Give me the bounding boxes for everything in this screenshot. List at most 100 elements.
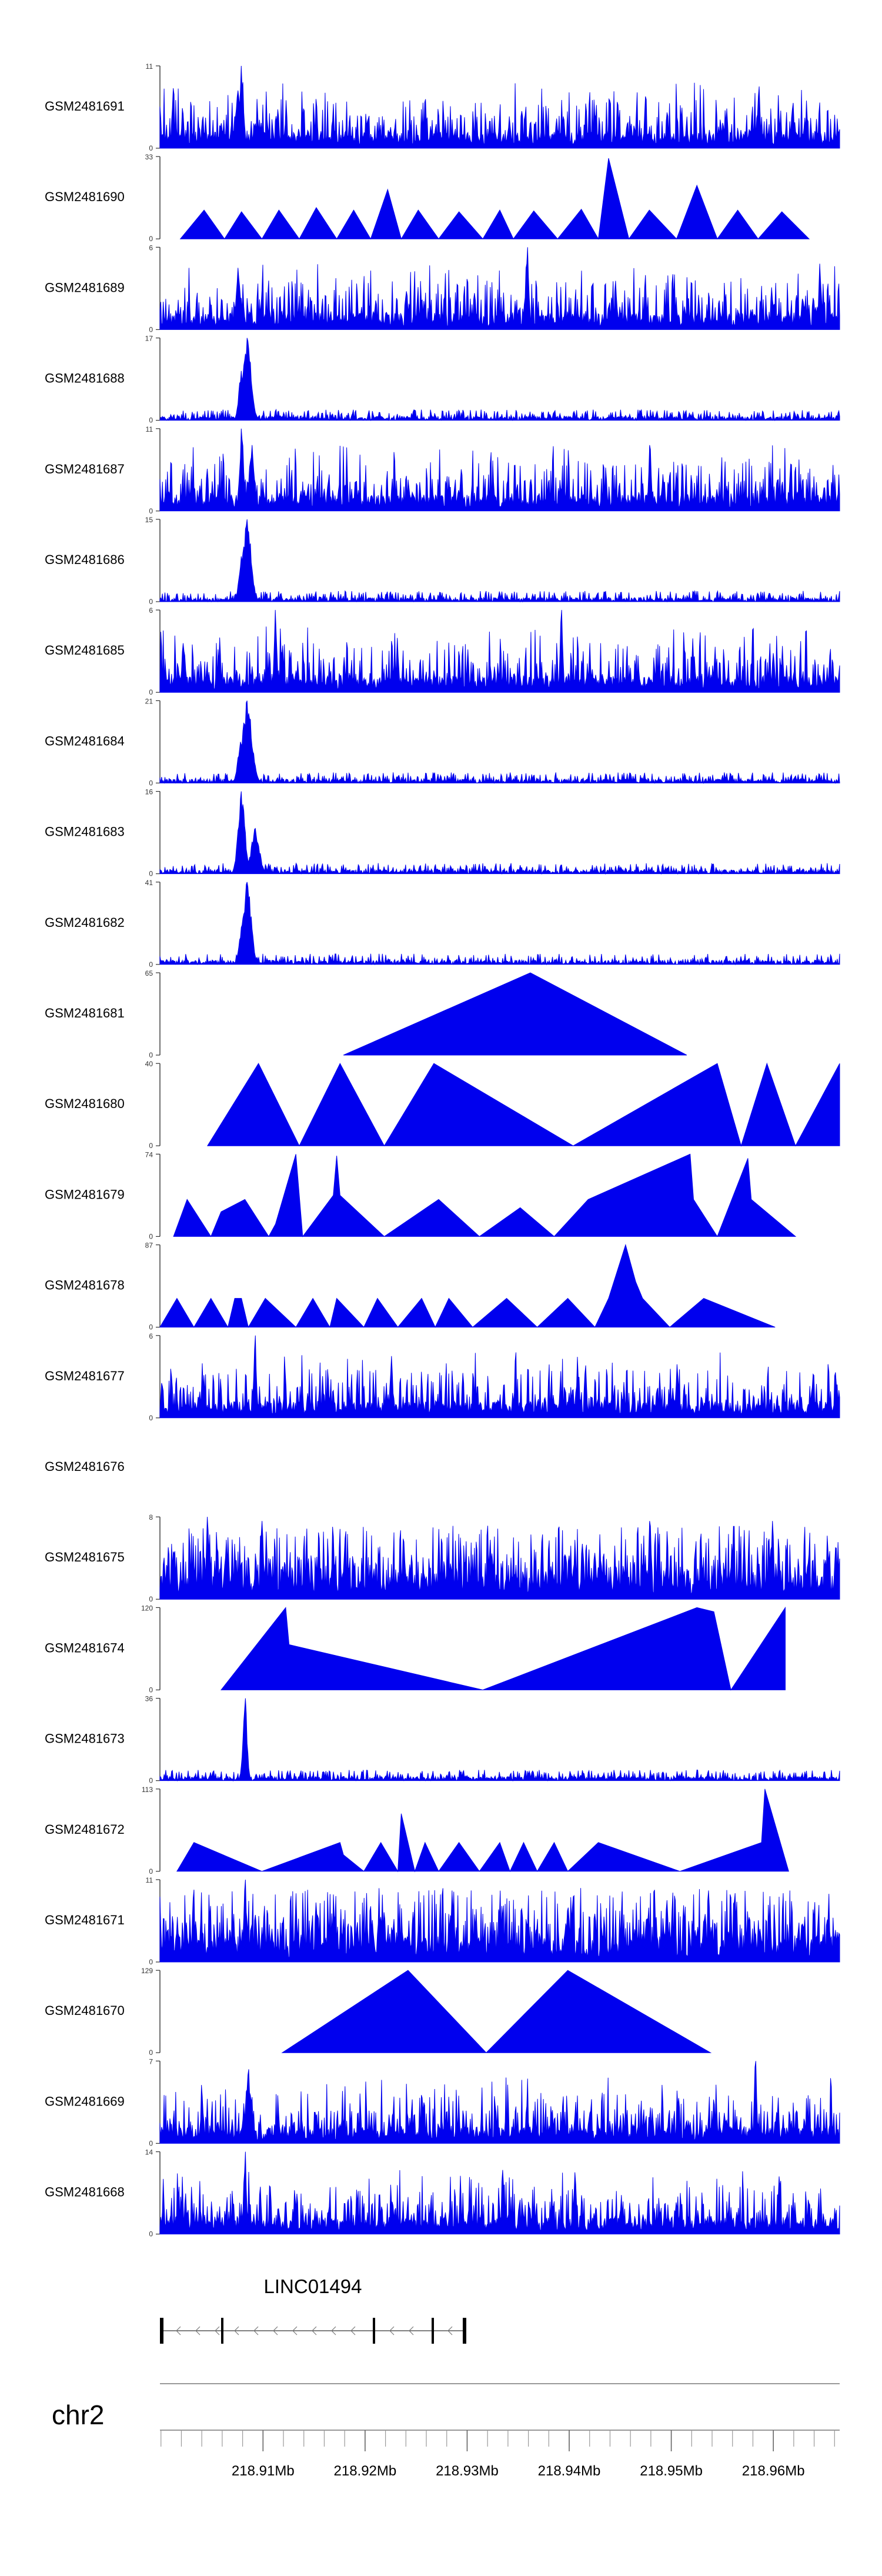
y-max-label: 40 xyxy=(145,1060,153,1068)
tick-label: 218.92Mb xyxy=(334,2463,397,2479)
y-max-label: 65 xyxy=(145,969,153,977)
y-min-label: 0 xyxy=(149,1051,153,1059)
coverage-area xyxy=(220,1606,786,1691)
strand-arrow-icon xyxy=(292,2326,298,2335)
coverage-area xyxy=(159,1879,840,1963)
track-label: GSM2481678 xyxy=(45,1278,125,1293)
track-label: GSM2481684 xyxy=(45,733,125,748)
track-label: GSM2481679 xyxy=(45,1187,125,1202)
coverage-area xyxy=(159,2061,840,2144)
track-GSM2481677: GSM2481677 6 0 xyxy=(45,1332,840,1422)
coverage-area xyxy=(159,519,840,603)
coverage-area xyxy=(281,1970,712,2053)
gene-track: LINC01494 xyxy=(160,2275,466,2344)
y-max-label: 33 xyxy=(145,153,153,161)
track-label: GSM2481672 xyxy=(45,1822,125,1837)
y-min-label: 0 xyxy=(149,1142,153,1150)
y-max-label: 21 xyxy=(145,697,153,705)
track-label: GSM2481670 xyxy=(45,2003,125,2018)
strand-arrow-icon xyxy=(176,2326,181,2335)
track-label: GSM2481691 xyxy=(45,99,125,114)
coverage-area xyxy=(159,610,840,693)
strand-arrow-icon xyxy=(312,2326,317,2335)
y-max-label: 6 xyxy=(149,1332,153,1340)
track-label: GSM2481681 xyxy=(45,1006,125,1020)
y-max-label: 87 xyxy=(145,1242,153,1250)
y-max-label: 11 xyxy=(146,1876,153,1884)
gene-label: LINC01494 xyxy=(264,2275,362,2297)
coverage-area xyxy=(159,700,840,785)
track-label: GSM2481673 xyxy=(45,1731,125,1746)
coverage-area xyxy=(159,1698,840,1782)
track-GSM2481669: GSM2481669 7 0 xyxy=(45,2057,840,2147)
coverage-area xyxy=(159,2151,840,2235)
y-max-label: 15 xyxy=(145,516,153,524)
coverage-area xyxy=(207,1062,840,1147)
coverage-area xyxy=(159,247,840,330)
track-GSM2481671: GSM2481671 11 0 xyxy=(45,1876,840,1966)
y-min-label: 0 xyxy=(149,1323,153,1332)
strand-arrow-icon xyxy=(273,2326,278,2335)
track-GSM2481681: GSM2481681 65 0 xyxy=(45,969,687,1059)
y-max-label: 6 xyxy=(149,606,153,615)
coverage-area xyxy=(159,1243,776,1328)
track-GSM2481686: GSM2481686 15 0 xyxy=(45,516,840,606)
coverage-area xyxy=(173,1153,797,1237)
track-GSM2481687: GSM2481687 11 0 xyxy=(45,425,840,515)
exon xyxy=(373,2318,375,2344)
y-max-label: 14 xyxy=(145,2148,153,2157)
y-max-label: 120 xyxy=(141,1604,153,1612)
track-label: GSM2481685 xyxy=(45,643,125,658)
track-GSM2481679: GSM2481679 74 0 xyxy=(45,1150,797,1240)
y-min-label: 0 xyxy=(149,960,153,969)
strand-arrow-icon xyxy=(253,2326,259,2335)
y-min-label: 0 xyxy=(149,688,153,696)
y-min-label: 0 xyxy=(149,1867,153,1876)
track-GSM2481688: GSM2481688 17 0 xyxy=(45,335,840,425)
y-max-label: 17 xyxy=(145,335,153,343)
y-min-label: 0 xyxy=(149,507,153,515)
y-max-label: 6 xyxy=(149,243,153,252)
track-GSM2481691: GSM2481691 11 0 xyxy=(45,62,840,152)
track-label: GSM2481671 xyxy=(45,1913,125,1927)
track-label: GSM2481688 xyxy=(45,371,125,386)
track-label: GSM2481668 xyxy=(45,2185,125,2200)
strand-arrow-icon xyxy=(389,2326,395,2335)
track-GSM2481680: GSM2481680 40 0 xyxy=(45,1060,840,1150)
track-GSM2481690: GSM2481690 33 0 xyxy=(45,153,810,243)
coverage-area xyxy=(159,1517,840,1600)
track-label: GSM2481682 xyxy=(45,915,125,930)
coverage-area xyxy=(179,158,810,240)
data-tracks: GSM2481691110GSM2481690330GSM248168960GS… xyxy=(45,62,840,2238)
coverage-area xyxy=(159,338,840,422)
y-min-label: 0 xyxy=(149,416,153,425)
y-max-label: 74 xyxy=(145,1150,153,1159)
track-label: GSM2481687 xyxy=(45,462,125,476)
track-GSM2481675: GSM2481675 8 0 xyxy=(45,1513,840,1603)
track-GSM2481684: GSM2481684 21 0 xyxy=(45,697,840,787)
exon xyxy=(463,2318,466,2344)
exon xyxy=(432,2318,434,2344)
coverage-area xyxy=(159,882,840,966)
track-GSM2481672: GSM2481672 113 0 xyxy=(45,1786,789,1876)
y-min-label: 0 xyxy=(149,779,153,787)
y-max-label: 113 xyxy=(142,1786,153,1794)
track-label: GSM2481674 xyxy=(45,1640,125,1655)
y-min-label: 0 xyxy=(149,144,153,152)
coverage-area xyxy=(159,428,840,512)
y-min-label: 0 xyxy=(149,2139,153,2147)
y-max-label: 7 xyxy=(149,2057,153,2066)
strand-arrow-icon xyxy=(215,2326,220,2335)
y-max-label: 16 xyxy=(145,788,153,796)
chromosome-label: chr2 xyxy=(52,2400,104,2430)
y-min-label: 0 xyxy=(149,1414,153,1422)
coverage-area xyxy=(159,791,840,875)
track-GSM2481683: GSM2481683 16 0 xyxy=(45,788,840,878)
track-GSM2481676: GSM2481676 xyxy=(45,1459,125,1474)
coverage-area xyxy=(159,65,840,149)
strand-arrow-icon xyxy=(234,2326,239,2335)
coverage-area xyxy=(176,1788,789,1873)
y-max-label: 129 xyxy=(141,1967,153,1975)
y-max-label: 8 xyxy=(149,1513,153,1521)
